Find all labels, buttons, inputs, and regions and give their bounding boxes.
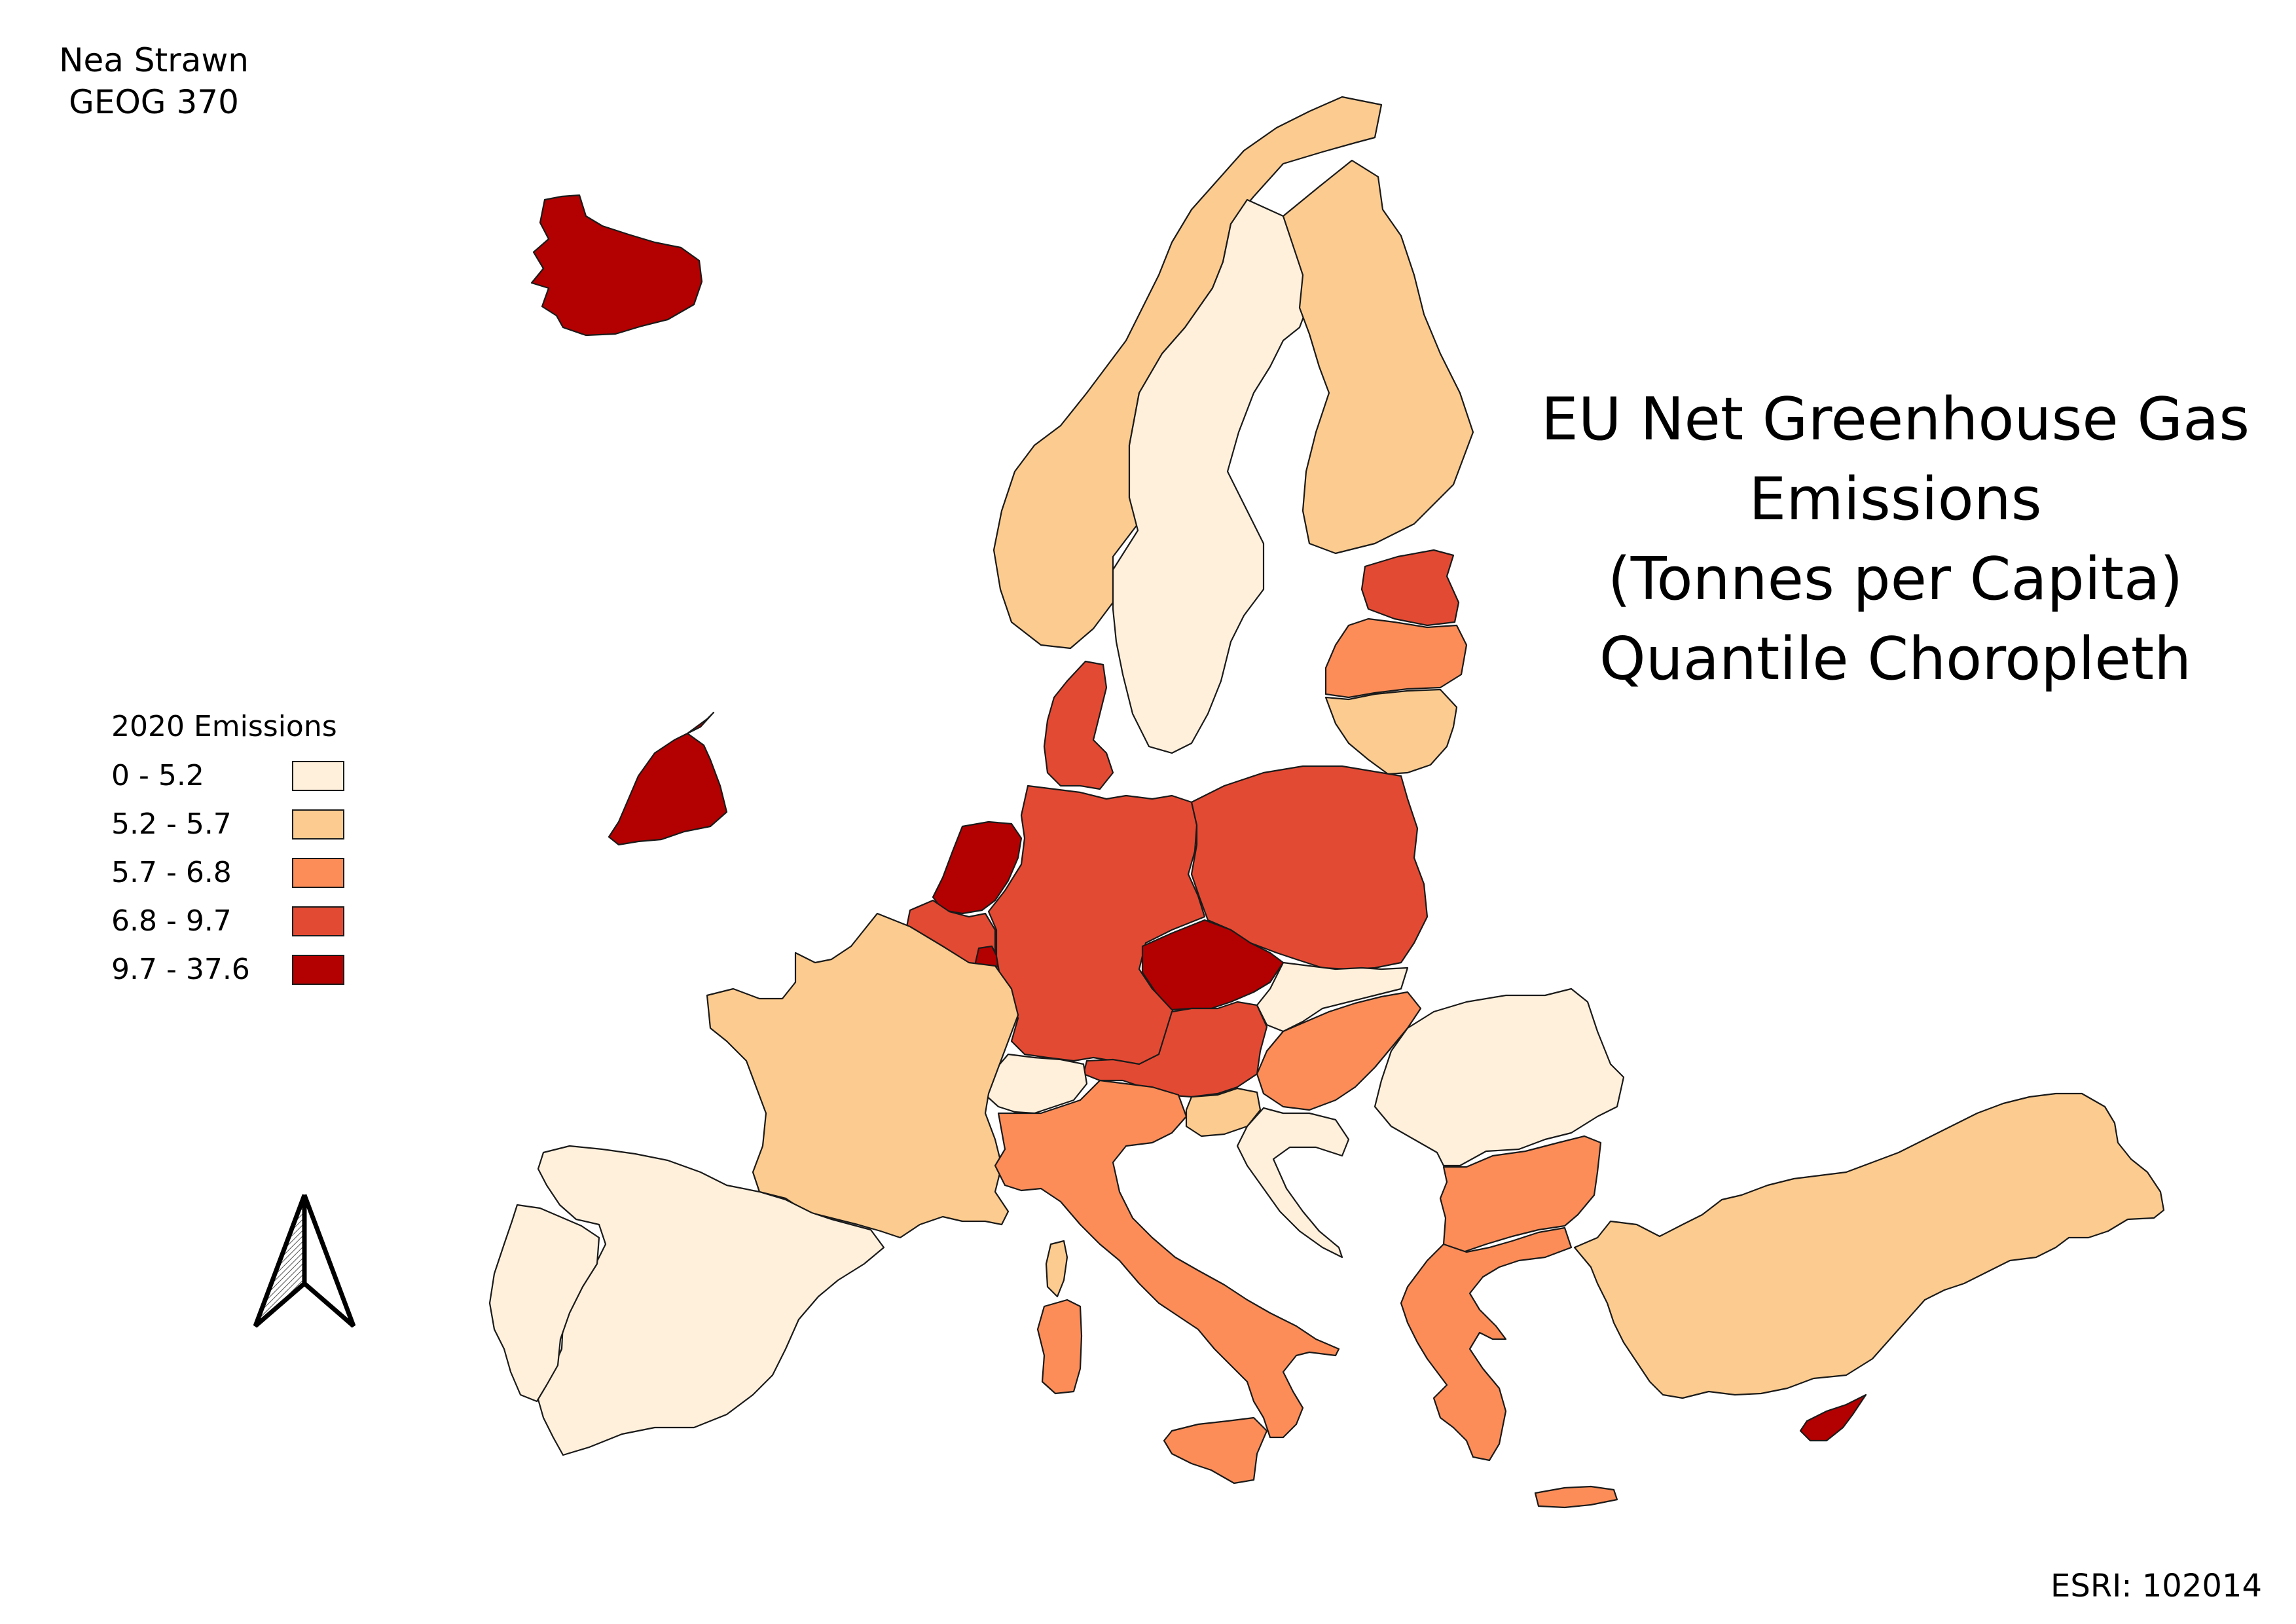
country-ireland[interactable]: [608, 711, 728, 846]
legend-swatch: [292, 809, 344, 840]
country-lithuania[interactable]: [1324, 688, 1458, 775]
country-greece-crete[interactable]: [1534, 1485, 1618, 1509]
title-line-4: Quantile Choropleth: [1599, 625, 2192, 693]
country-denmark[interactable]: [1043, 660, 1114, 790]
country-turkey[interactable]: [1573, 1092, 2165, 1399]
country-cyprus[interactable]: [1799, 1393, 1867, 1442]
country-portugal[interactable]: [488, 1204, 600, 1403]
country-finland[interactable]: [1282, 159, 1474, 555]
legend-swatch: [292, 858, 344, 888]
author-block: Nea Strawn GEOG 370: [46, 39, 262, 123]
legend-title: 2020 Emissions: [111, 710, 337, 743]
country-bulgaria[interactable]: [1439, 1135, 1602, 1253]
country-italy-sardinia[interactable]: [1036, 1299, 1083, 1395]
legend-item: 5.7 - 6.8: [111, 855, 344, 904]
legend-swatch: [292, 761, 344, 791]
legend: 2020 Emissions 0 - 5.2 5.2 - 5.7 5.7 - 6…: [111, 709, 344, 1001]
author-name: Nea Strawn: [59, 41, 249, 79]
country-poland[interactable]: [1190, 765, 1429, 970]
country-netherlands[interactable]: [932, 821, 1023, 915]
country-italy-sicily[interactable]: [1163, 1416, 1268, 1485]
country-hungary[interactable]: [1256, 991, 1422, 1111]
country-estonia[interactable]: [1360, 549, 1460, 627]
legend-swatch: [292, 955, 344, 985]
country-greece[interactable]: [1400, 1227, 1573, 1462]
legend-item: 9.7 - 37.6: [111, 952, 344, 1001]
legend-label: 6.8 - 9.7: [111, 904, 232, 938]
north-arrow-icon: [253, 1194, 356, 1328]
country-czechia[interactable]: [1141, 919, 1285, 1011]
title-line-3: (Tonnes per Capita): [1607, 545, 2183, 614]
country-austria[interactable]: [1082, 1001, 1268, 1098]
legend-label: 5.7 - 6.8: [111, 856, 232, 889]
country-iceland[interactable]: [530, 194, 703, 337]
legend-item: 5.2 - 5.7: [111, 807, 344, 855]
legend-item: 0 - 5.2: [111, 758, 344, 807]
legend-label: 5.2 - 5.7: [111, 807, 232, 841]
map-title: EU Net Greenhouse Gas Emissions (Tonnes …: [1480, 380, 2296, 699]
title-line-2: Emissions: [1749, 465, 2042, 534]
legend-swatch: [292, 906, 344, 936]
country-france-corsica[interactable]: [1045, 1240, 1068, 1298]
legend-item: 6.8 - 9.7: [111, 904, 344, 952]
country-italy[interactable]: [994, 1079, 1340, 1439]
country-romania[interactable]: [1374, 987, 1625, 1167]
legend-label: 0 - 5.2: [111, 759, 204, 792]
country-sweden[interactable]: [1112, 198, 1311, 754]
course-code: GEOG 370: [69, 83, 239, 121]
country-france[interactable]: [706, 912, 1019, 1239]
country-latvia[interactable]: [1324, 618, 1468, 699]
legend-label: 9.7 - 37.6: [111, 953, 250, 986]
title-line-1: EU Net Greenhouse Gas: [1540, 385, 2250, 454]
country-croatia[interactable]: [1236, 1107, 1350, 1259]
projection-source: ESRI: 102014: [2050, 1568, 2262, 1604]
